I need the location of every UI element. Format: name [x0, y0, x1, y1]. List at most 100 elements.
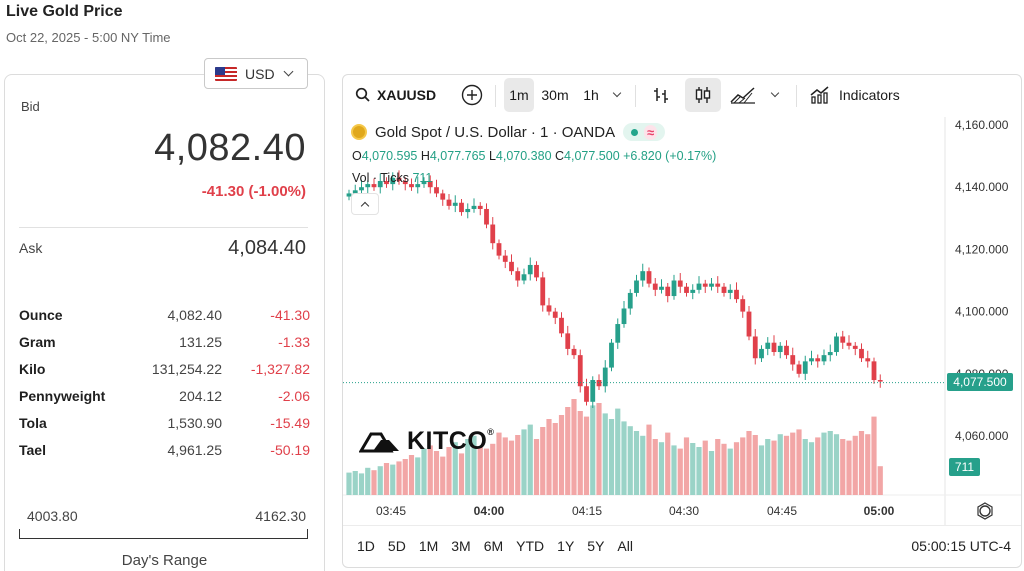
unit-row: Kilo 131,254.22 -1,327.82 [19, 361, 310, 388]
compare-button[interactable] [459, 78, 485, 112]
kitco-wordmark: KITCO® [407, 427, 495, 455]
candle-body [515, 271, 521, 281]
volume-bar [521, 429, 527, 495]
volume-bar [840, 439, 846, 495]
candle-body [552, 311, 558, 318]
high-value: 4,077.765 [429, 149, 486, 163]
chevron-up-icon [360, 201, 370, 211]
indicators-icon [810, 86, 829, 104]
volume-bar [552, 423, 558, 495]
chart-widget: XAUUSD 1m 30m 1h [342, 74, 1022, 568]
range-1d-button[interactable]: 1D [357, 538, 375, 554]
candle-body [559, 317, 564, 334]
volume-bar [615, 408, 621, 495]
volume-tag: 711 [949, 458, 980, 476]
volume-bar [802, 439, 808, 495]
candle-body [802, 361, 808, 374]
volume-bar [571, 399, 577, 495]
area-chart-icon [730, 87, 755, 104]
range-1m-button[interactable]: 1M [418, 538, 439, 554]
candle-body [609, 342, 614, 368]
candle-body [727, 289, 733, 293]
volume-bar [465, 439, 471, 495]
range-3m-button[interactable]: 3M [451, 538, 471, 554]
candle-body [527, 264, 533, 275]
volume-bar [833, 434, 840, 495]
candle-body [365, 184, 371, 188]
chart-legend-title: Gold Spot / U.S. Dollar · 1 · OANDA ≈ [351, 123, 666, 141]
volume-bar [683, 437, 690, 495]
currency-select[interactable]: USD [204, 58, 308, 89]
volume-bar [402, 459, 408, 495]
candle-body [396, 177, 402, 181]
candle-body [790, 355, 796, 365]
candle-body [471, 205, 477, 209]
unit-row: Tola 1,530.90 -15.49 [19, 415, 310, 442]
interval-1h[interactable]: 1h [583, 87, 599, 103]
candle-body [809, 358, 814, 362]
volume-bar [390, 464, 396, 495]
range-5d-button[interactable]: 5D [387, 538, 406, 554]
candle-body [346, 193, 352, 197]
candle-body [371, 184, 377, 188]
bar-style-button[interactable] [647, 78, 675, 112]
volume-bar [727, 448, 733, 495]
collapse-legend-button[interactable] [351, 193, 379, 215]
volume-value: 711 [412, 171, 433, 185]
candle-body [627, 292, 633, 309]
candle-body [746, 311, 752, 337]
range-5y-button[interactable]: 5Y [587, 538, 605, 554]
range-6m-button[interactable]: 6M [483, 538, 504, 554]
y-tick-label: 4,120.000 [955, 242, 1009, 256]
us-flag-icon [215, 66, 237, 81]
volume-bar [546, 419, 552, 495]
candle-body [402, 180, 408, 185]
instrument-name: Gold Spot / U.S. Dollar · 1 · OANDA [375, 123, 616, 141]
unit-row: Tael 4,961.25 -50.19 [19, 442, 310, 469]
candle-body [621, 308, 627, 325]
indicators-button[interactable]: Indicators [809, 78, 900, 112]
candle-body [677, 280, 683, 287]
unit-name: Gram [19, 334, 56, 350]
candle-body [459, 202, 464, 213]
range-ytd-button[interactable]: YTD [516, 538, 545, 554]
ask-label: Ask [19, 240, 43, 256]
range-all-button[interactable]: All [617, 538, 633, 554]
volume-bar [858, 431, 865, 495]
interval-30m[interactable]: 30m [541, 87, 569, 103]
volume-bar [533, 439, 540, 495]
volume-bar [596, 403, 602, 495]
candle-body [709, 283, 714, 287]
divider [343, 525, 1021, 526]
indicators-label: Indicators [839, 87, 900, 103]
volume-bar [415, 457, 421, 495]
volume-bar [690, 443, 696, 495]
gold-coin-icon [351, 124, 367, 140]
quote-card: Bid 4,082.40 -41.30 (-1.00%) Ask 4,084.4… [4, 74, 325, 571]
unit-price: 131,254.22 [151, 361, 222, 377]
unit-name: Tola [19, 415, 47, 431]
candle-body [427, 180, 433, 188]
interval-1m[interactable]: 1m [504, 78, 534, 112]
volume-bar [746, 431, 752, 495]
x-tick-label: 03:45 [376, 504, 406, 518]
volume-bar [371, 470, 377, 495]
volume-bar [490, 443, 496, 495]
candle-body [615, 324, 621, 343]
candle-body [421, 180, 427, 185]
search-icon [355, 87, 370, 102]
symbol-search[interactable]: XAUUSD [355, 78, 436, 112]
unit-name: Pennyweight [19, 388, 106, 404]
volume-bar [658, 442, 665, 495]
range-1y-button[interactable]: 1Y [557, 538, 575, 554]
days-range-low: 4003.80 [27, 508, 78, 524]
candle-body [440, 193, 446, 200]
volume-bar [565, 407, 571, 495]
chart-clock[interactable]: 05:00:15 UTC-4 [911, 538, 1011, 554]
candle-body [540, 277, 546, 306]
area-style-button[interactable] [729, 78, 757, 112]
volume-bar [365, 467, 371, 495]
volume-bar [452, 442, 458, 495]
price-chart[interactable]: 4,160.0004,140.0004,120.0004,100.0004,08… [343, 75, 1022, 568]
candles-style-button[interactable] [685, 78, 721, 112]
